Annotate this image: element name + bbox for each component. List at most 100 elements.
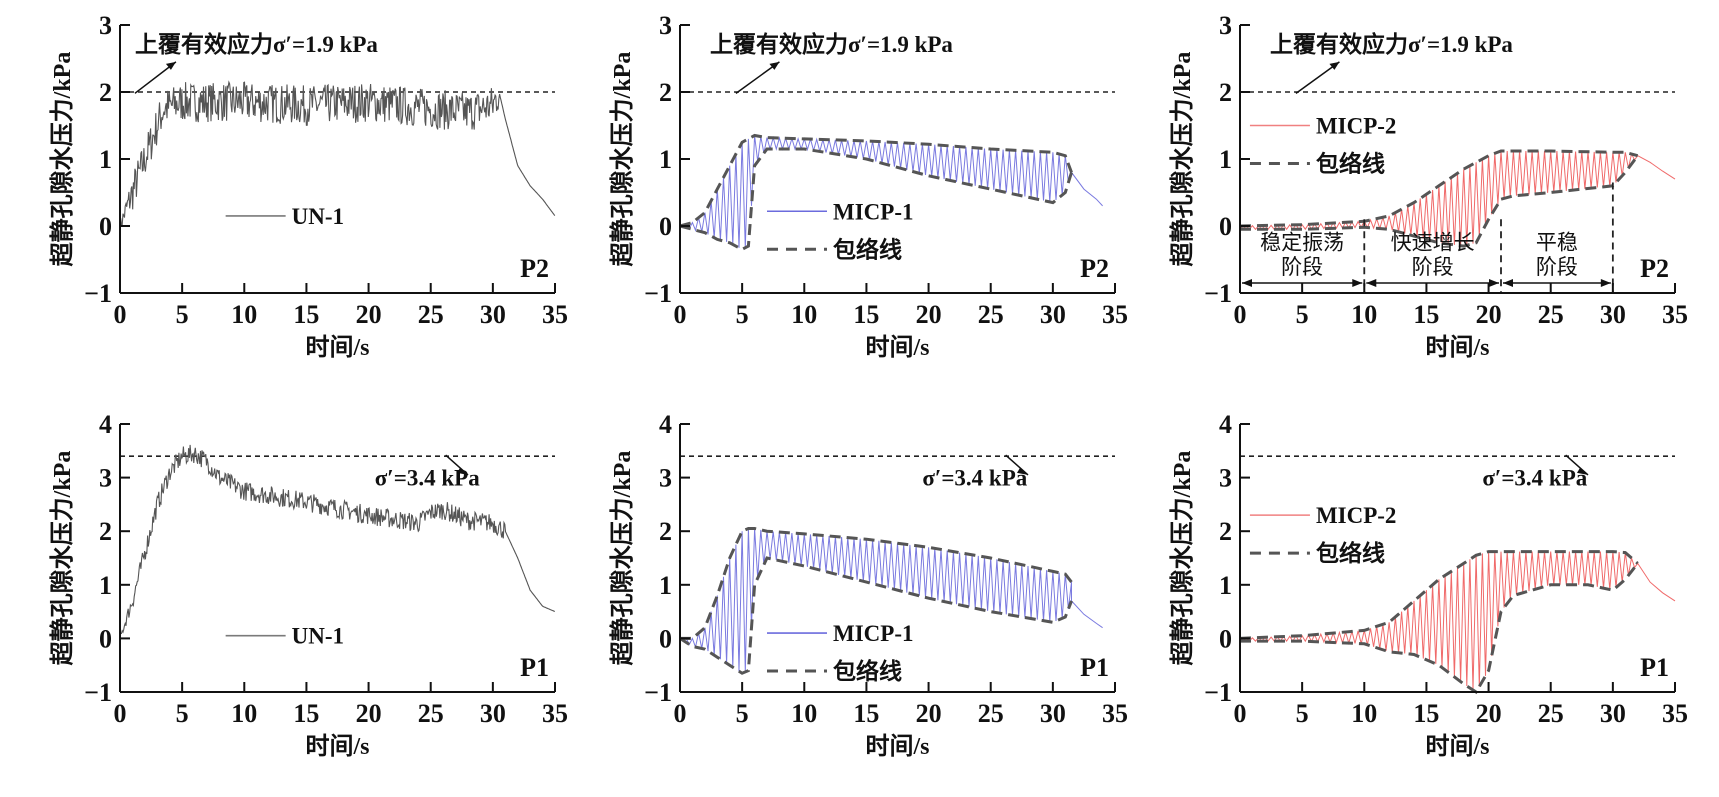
x-tick-label: 0 [1234, 699, 1247, 728]
x-tick-label: 15 [293, 300, 319, 329]
arrow-head [1329, 61, 1340, 70]
y-tick-label: 4 [1219, 410, 1232, 439]
reference-label: σ′=3.4 kPa [922, 466, 1027, 491]
legend-label: 包络线 [833, 236, 902, 262]
arrow-line [1565, 454, 1589, 476]
x-tick-label: 20 [916, 699, 942, 728]
y-axis-title: 超静孔隙水压力/kPa [1169, 451, 1196, 666]
y-tick-label: 0 [99, 212, 112, 241]
arrow-line [445, 454, 469, 476]
x-tick-label: 20 [1476, 699, 1502, 728]
arrow-head [165, 61, 176, 70]
legend-label: 包络线 [833, 658, 902, 684]
x-tick-label: 10 [231, 300, 257, 329]
x-tick-label: 25 [1538, 300, 1564, 329]
x-tick-label: 30 [1600, 300, 1626, 329]
envelope-line-lower [1240, 562, 1639, 695]
x-tick-label: 25 [1538, 699, 1564, 728]
x-tick-label: 30 [1600, 699, 1626, 728]
envelope-line-upper [1239, 550, 1639, 640]
envelope-line-upper [679, 133, 1073, 228]
arrow-head [1017, 467, 1028, 475]
y-tick-label: 2 [99, 78, 112, 107]
y-axis-title: 超静孔隙水压力/kPa [49, 451, 76, 666]
legend-label: 包络线 [1316, 151, 1385, 177]
x-tick-label: 5 [736, 699, 749, 728]
y-tick-label: −1 [1204, 678, 1232, 707]
x-tick-label: 30 [480, 699, 506, 728]
x-tick-label: 5 [736, 300, 749, 329]
x-tick-label: 15 [1413, 699, 1439, 728]
reference-label: 上覆有效应力σ′=1.9 kPa [710, 31, 953, 57]
y-tick-label: 4 [99, 410, 112, 439]
envelope-line-upper [680, 527, 1073, 640]
y-tick-label: 1 [659, 571, 672, 600]
x-tick-label: 25 [978, 300, 1004, 329]
y-axis-title: 超静孔隙水压力/kPa [1169, 52, 1196, 267]
y-tick-label: 1 [659, 145, 672, 174]
x-axis-title: 时间/s [1425, 733, 1489, 760]
x-tick-label: 35 [1102, 699, 1128, 728]
plot-area [1239, 91, 1676, 248]
x-axis-title: 时间/s [305, 334, 369, 361]
arrow-head [769, 61, 780, 70]
arrow-head [457, 467, 468, 475]
y-tick-label: 0 [99, 624, 112, 653]
x-tick-label: 35 [542, 300, 568, 329]
y-tick-label: 2 [659, 517, 672, 546]
stage-label: 平稳 [1536, 230, 1578, 254]
stage-label: 快速增长 [1391, 230, 1475, 254]
x-tick-label: 20 [356, 699, 382, 728]
legend-label: MICP-1 [833, 199, 913, 224]
envelope-line-lower [1240, 154, 1639, 248]
y-axis-title: 超静孔隙水压力/kPa [609, 451, 636, 666]
y-tick-label: 1 [1219, 571, 1232, 600]
x-tick-label: 0 [674, 300, 687, 329]
x-tick-label: 0 [1234, 300, 1247, 329]
y-tick-label: 3 [1219, 464, 1232, 493]
series-line-MICP-2 [1239, 551, 1676, 691]
y-axis-title: 超静孔隙水压力/kPa [49, 52, 76, 267]
x-tick-label: 35 [542, 699, 568, 728]
x-tick-label: 5 [1296, 699, 1309, 728]
envelope-line-lower [679, 147, 1073, 252]
y-tick-label: 2 [99, 517, 112, 546]
legend-label: MICP-2 [1316, 503, 1396, 528]
stage-label: 阶段 [1536, 255, 1578, 279]
series-line-UN-1 [119, 80, 556, 233]
panel-micp1-p2: −1 0 1 2 3 0 5 10 15 20 25 30 35 时间/s 超静孔隙水压力/kPa 上覆有效应… [560, 0, 1133, 398]
x-axis-title: 时间/s [305, 733, 369, 760]
x-tick-label: 10 [791, 699, 817, 728]
x-tick-label: 15 [293, 699, 319, 728]
y-tick-label: 3 [659, 464, 672, 493]
x-tick-label: 25 [418, 699, 444, 728]
reference-label: 上覆有效应力σ′=1.9 kPa [135, 31, 378, 57]
x-tick-label: 20 [356, 300, 382, 329]
y-axis-title: 超静孔隙水压力/kPa [609, 52, 636, 267]
y-tick-label: 1 [99, 145, 112, 174]
y-tick-label: 3 [1219, 11, 1232, 40]
x-tick-label: 0 [114, 300, 127, 329]
x-tick-label: 5 [176, 699, 189, 728]
panel-micp2-p1: −1 0 1 2 3 4 0 5 10 15 20 25 30 35 时间/s 超静孔隙水压力/kPa σ′=3… [1120, 399, 1693, 797]
x-tick-label: 35 [1662, 300, 1688, 329]
x-tick-label: 15 [1413, 300, 1439, 329]
arrow-head-right [1489, 278, 1499, 287]
arrow-head-right [1600, 278, 1611, 287]
y-tick-label: 4 [659, 410, 672, 439]
panel-un1-p1: −1 0 1 2 3 4 0 5 10 15 20 25 30 35 时间/s 超静孔隙水压力/kPa σ′=3… [0, 399, 573, 797]
x-tick-label: 10 [791, 300, 817, 329]
position-label: P1 [1080, 653, 1109, 682]
reference-label: σ′=3.4 kPa [1482, 466, 1587, 491]
x-tick-label: 20 [1476, 300, 1502, 329]
y-tick-label: 1 [99, 571, 112, 600]
arrow-head-left [1242, 278, 1252, 287]
position-label: P1 [1640, 653, 1669, 682]
x-tick-label: 10 [1351, 300, 1377, 329]
y-tick-label: 0 [1219, 624, 1232, 653]
